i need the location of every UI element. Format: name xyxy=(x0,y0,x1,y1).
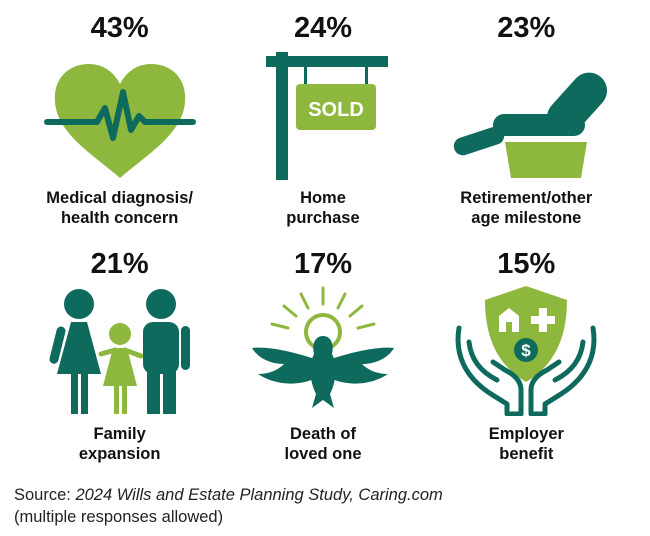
family-icon xyxy=(49,289,190,414)
stat-family: 21% Family expansion xyxy=(18,248,221,480)
stat-label: Medical diagnosis/ health concern xyxy=(46,189,194,227)
recliner-chair-icon xyxy=(454,72,608,178)
stat-employer-benefit: 15% $ Employer benefit xyxy=(425,248,628,480)
stat-label: Employer benefit xyxy=(488,425,564,463)
stat-label: Home purchase xyxy=(286,189,360,227)
stat-death-loved-one: 17% Death of loved one xyxy=(221,248,424,480)
stat-home-purchase: 24% SOLD Home purchase xyxy=(221,12,424,248)
source-citation: Source: 2024 Wills and Estate Planning S… xyxy=(14,484,443,528)
benefit-shield-hands-icon: $ xyxy=(455,286,597,416)
source-title: 2024 Wills and Estate Planning Study, Ca… xyxy=(75,486,443,504)
stat-retirement: 23% Retirement/other age milestone xyxy=(425,12,628,248)
stat-percent: 24% xyxy=(293,12,353,44)
stat-percent: 17% xyxy=(293,248,353,280)
heart-pulse-icon xyxy=(43,64,196,178)
stats-grid: 43% Medical diagnosis/ health concern 24… xyxy=(18,12,628,482)
stat-label: Death of loved one xyxy=(284,425,362,463)
sold-sign-icon: SOLD xyxy=(265,52,388,180)
stat-label: Family expansion xyxy=(78,425,161,463)
source-note: (multiple responses allowed) xyxy=(14,508,224,526)
stat-percent: 21% xyxy=(90,248,149,280)
source-prefix: Source: xyxy=(14,486,76,504)
dove-icon xyxy=(251,286,394,408)
stat-percent: 43% xyxy=(90,12,149,44)
svg-text:$: $ xyxy=(522,341,532,360)
stat-percent: 15% xyxy=(497,248,556,280)
stat-label: Retirement/other age milestone xyxy=(460,189,593,227)
sold-sign-text: SOLD xyxy=(308,99,364,121)
stat-percent: 23% xyxy=(497,12,556,44)
stat-medical: 43% Medical diagnosis/ health concern xyxy=(18,12,221,248)
